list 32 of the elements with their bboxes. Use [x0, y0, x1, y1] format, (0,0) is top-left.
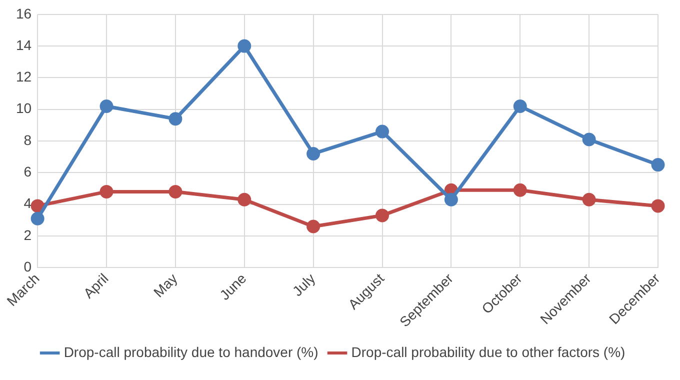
point [30, 212, 44, 226]
point [306, 220, 320, 234]
legend-label: Drop-call probability due to handover (%) [64, 344, 318, 360]
y-tick-label: 14 [16, 36, 32, 53]
point [582, 132, 596, 146]
point [651, 158, 665, 172]
point [30, 199, 44, 213]
y-tick-label: 2 [24, 226, 32, 243]
y-tick-label: 0 [24, 258, 32, 275]
y-tick-label: 12 [16, 68, 32, 85]
point [651, 199, 665, 213]
point [238, 39, 252, 53]
point [376, 208, 390, 222]
point [444, 192, 458, 206]
legend-label: Drop-call probability due to other factors (%) [351, 344, 626, 360]
y-tick-label: 10 [16, 100, 32, 116]
point [168, 112, 182, 126]
point [100, 184, 114, 198]
point [238, 192, 252, 206]
point [513, 99, 527, 113]
point [306, 146, 320, 160]
x-tick-label: July [289, 270, 318, 300]
y-tick-label: 6 [24, 164, 32, 180]
x-tick-label: May [150, 270, 180, 300]
point [582, 192, 596, 206]
y-tick-label: 4 [24, 195, 32, 212]
point [376, 124, 390, 138]
y-tick-label: 8 [24, 132, 32, 148]
point [100, 99, 114, 113]
point [513, 183, 527, 197]
point [168, 184, 182, 198]
y-tick-label: 16 [16, 5, 32, 22]
